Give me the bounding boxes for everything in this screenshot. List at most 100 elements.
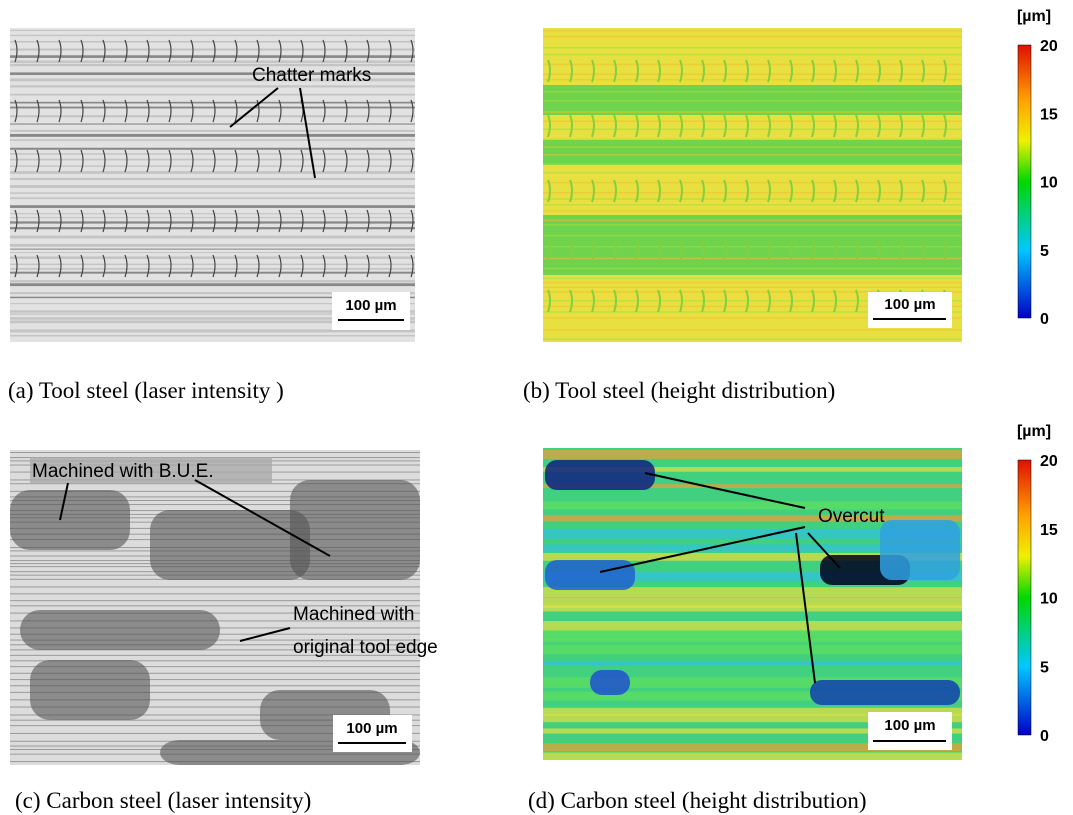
texture	[10, 272, 415, 274]
scale-bar-label: 100 µm	[345, 297, 396, 314]
colorbar-tick-label: 15	[1040, 522, 1058, 539]
texture	[10, 192, 415, 194]
texture	[543, 154, 962, 156]
texture	[545, 460, 655, 490]
texture	[543, 64, 962, 66]
texture	[10, 48, 415, 50]
texture	[543, 450, 962, 459]
texture	[543, 235, 962, 237]
texture	[543, 224, 962, 226]
texture	[543, 645, 962, 654]
texture	[543, 329, 962, 331]
texture	[10, 205, 415, 208]
texture	[290, 480, 420, 580]
colorbar-tick-label: 5	[1040, 659, 1049, 676]
annotation-label: Chatter marks	[252, 65, 371, 86]
texture	[543, 287, 962, 289]
texture	[10, 452, 420, 453]
colorbar-tick-label: 0	[1040, 311, 1049, 328]
texture	[10, 178, 415, 180]
texture	[10, 227, 415, 229]
scale-bar: 100 µm	[333, 715, 412, 752]
texture	[10, 153, 415, 155]
texture	[543, 501, 962, 509]
texture	[543, 260, 962, 275]
annotation-label: Machined with B.U.E.	[32, 461, 214, 482]
texture	[10, 252, 415, 253]
colorbar-tick-label: 0	[1040, 728, 1049, 745]
caption: (a) Tool steel (laser intensity )	[8, 378, 284, 403]
texture	[10, 197, 415, 199]
colorbar-tick-label: 15	[1040, 106, 1058, 123]
texture	[10, 35, 415, 36]
annotation-label: Machined with	[293, 604, 414, 625]
texture	[10, 102, 415, 104]
colorbar-unit: [µm]	[1017, 8, 1051, 25]
texture	[543, 36, 962, 38]
texture	[10, 139, 415, 141]
texture	[150, 510, 310, 580]
texture	[543, 79, 962, 81]
texture	[543, 192, 962, 194]
texture	[10, 490, 130, 550]
texture	[10, 264, 415, 265]
colorbar-tick-label: 20	[1040, 453, 1058, 470]
colorbar-tick-label: 5	[1040, 243, 1049, 260]
texture	[543, 147, 962, 149]
texture	[543, 220, 962, 222]
texture	[543, 30, 962, 32]
texture	[543, 100, 962, 102]
texture	[20, 610, 220, 650]
texture	[880, 520, 960, 580]
texture	[10, 94, 415, 96]
texture	[10, 123, 415, 124]
colorbar-tick-label: 10	[1040, 591, 1058, 608]
texture	[543, 638, 962, 642]
annotation-label: original tool edge	[293, 637, 438, 658]
texture	[10, 185, 415, 188]
colorbar	[1018, 460, 1031, 735]
scale-bar: 100 µm	[332, 292, 410, 330]
texture	[543, 278, 962, 280]
caption: (d) Carbon steel (height distribution)	[528, 788, 867, 813]
texture	[543, 621, 962, 631]
texture	[10, 217, 415, 218]
caption: (b) Tool steel (height distribution)	[523, 378, 835, 403]
texture	[543, 661, 962, 665]
texture	[543, 121, 962, 123]
texture	[543, 91, 962, 93]
texture	[543, 111, 962, 113]
texture	[543, 172, 962, 174]
texture	[543, 54, 962, 56]
texture	[30, 660, 150, 720]
texture	[10, 236, 415, 239]
texture	[10, 55, 415, 58]
scale-bar-label: 100 µm	[884, 717, 935, 734]
texture	[543, 268, 962, 270]
texture	[10, 165, 415, 166]
texture	[543, 47, 962, 49]
colorbar-unit: [µm]	[1017, 423, 1051, 440]
texture	[10, 41, 415, 43]
texture	[543, 73, 962, 75]
scale-bar-label: 100 µm	[346, 720, 397, 737]
texture	[543, 140, 962, 165]
texture	[543, 753, 962, 763]
texture	[10, 134, 415, 137]
texture	[545, 560, 635, 590]
texture	[10, 159, 415, 161]
caption: (c) Carbon steel (laser intensity)	[15, 788, 311, 813]
texture	[543, 258, 962, 260]
colorbar-tick-label: 20	[1040, 38, 1058, 55]
texture	[10, 600, 420, 601]
texture	[543, 198, 962, 200]
texture	[10, 280, 415, 282]
texture	[10, 335, 415, 336]
colorbar-tick-label: 10	[1040, 175, 1058, 192]
texture	[10, 107, 415, 109]
texture	[10, 586, 420, 587]
texture	[543, 215, 962, 260]
figure: 100 µm 100 µm 100 µm 100 µm Chatter mark…	[0, 0, 1073, 815]
scale-bar: 100 µm	[868, 292, 952, 328]
texture	[10, 30, 415, 31]
